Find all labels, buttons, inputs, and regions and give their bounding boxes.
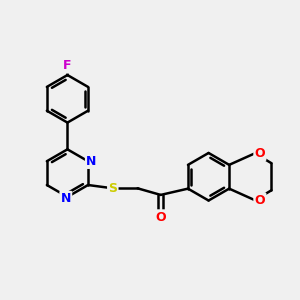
Text: N: N	[86, 155, 97, 168]
Text: O: O	[255, 194, 265, 207]
Text: F: F	[63, 59, 72, 72]
Text: O: O	[155, 211, 166, 224]
Text: S: S	[108, 182, 117, 195]
Text: O: O	[255, 147, 265, 160]
Text: N: N	[61, 192, 71, 205]
